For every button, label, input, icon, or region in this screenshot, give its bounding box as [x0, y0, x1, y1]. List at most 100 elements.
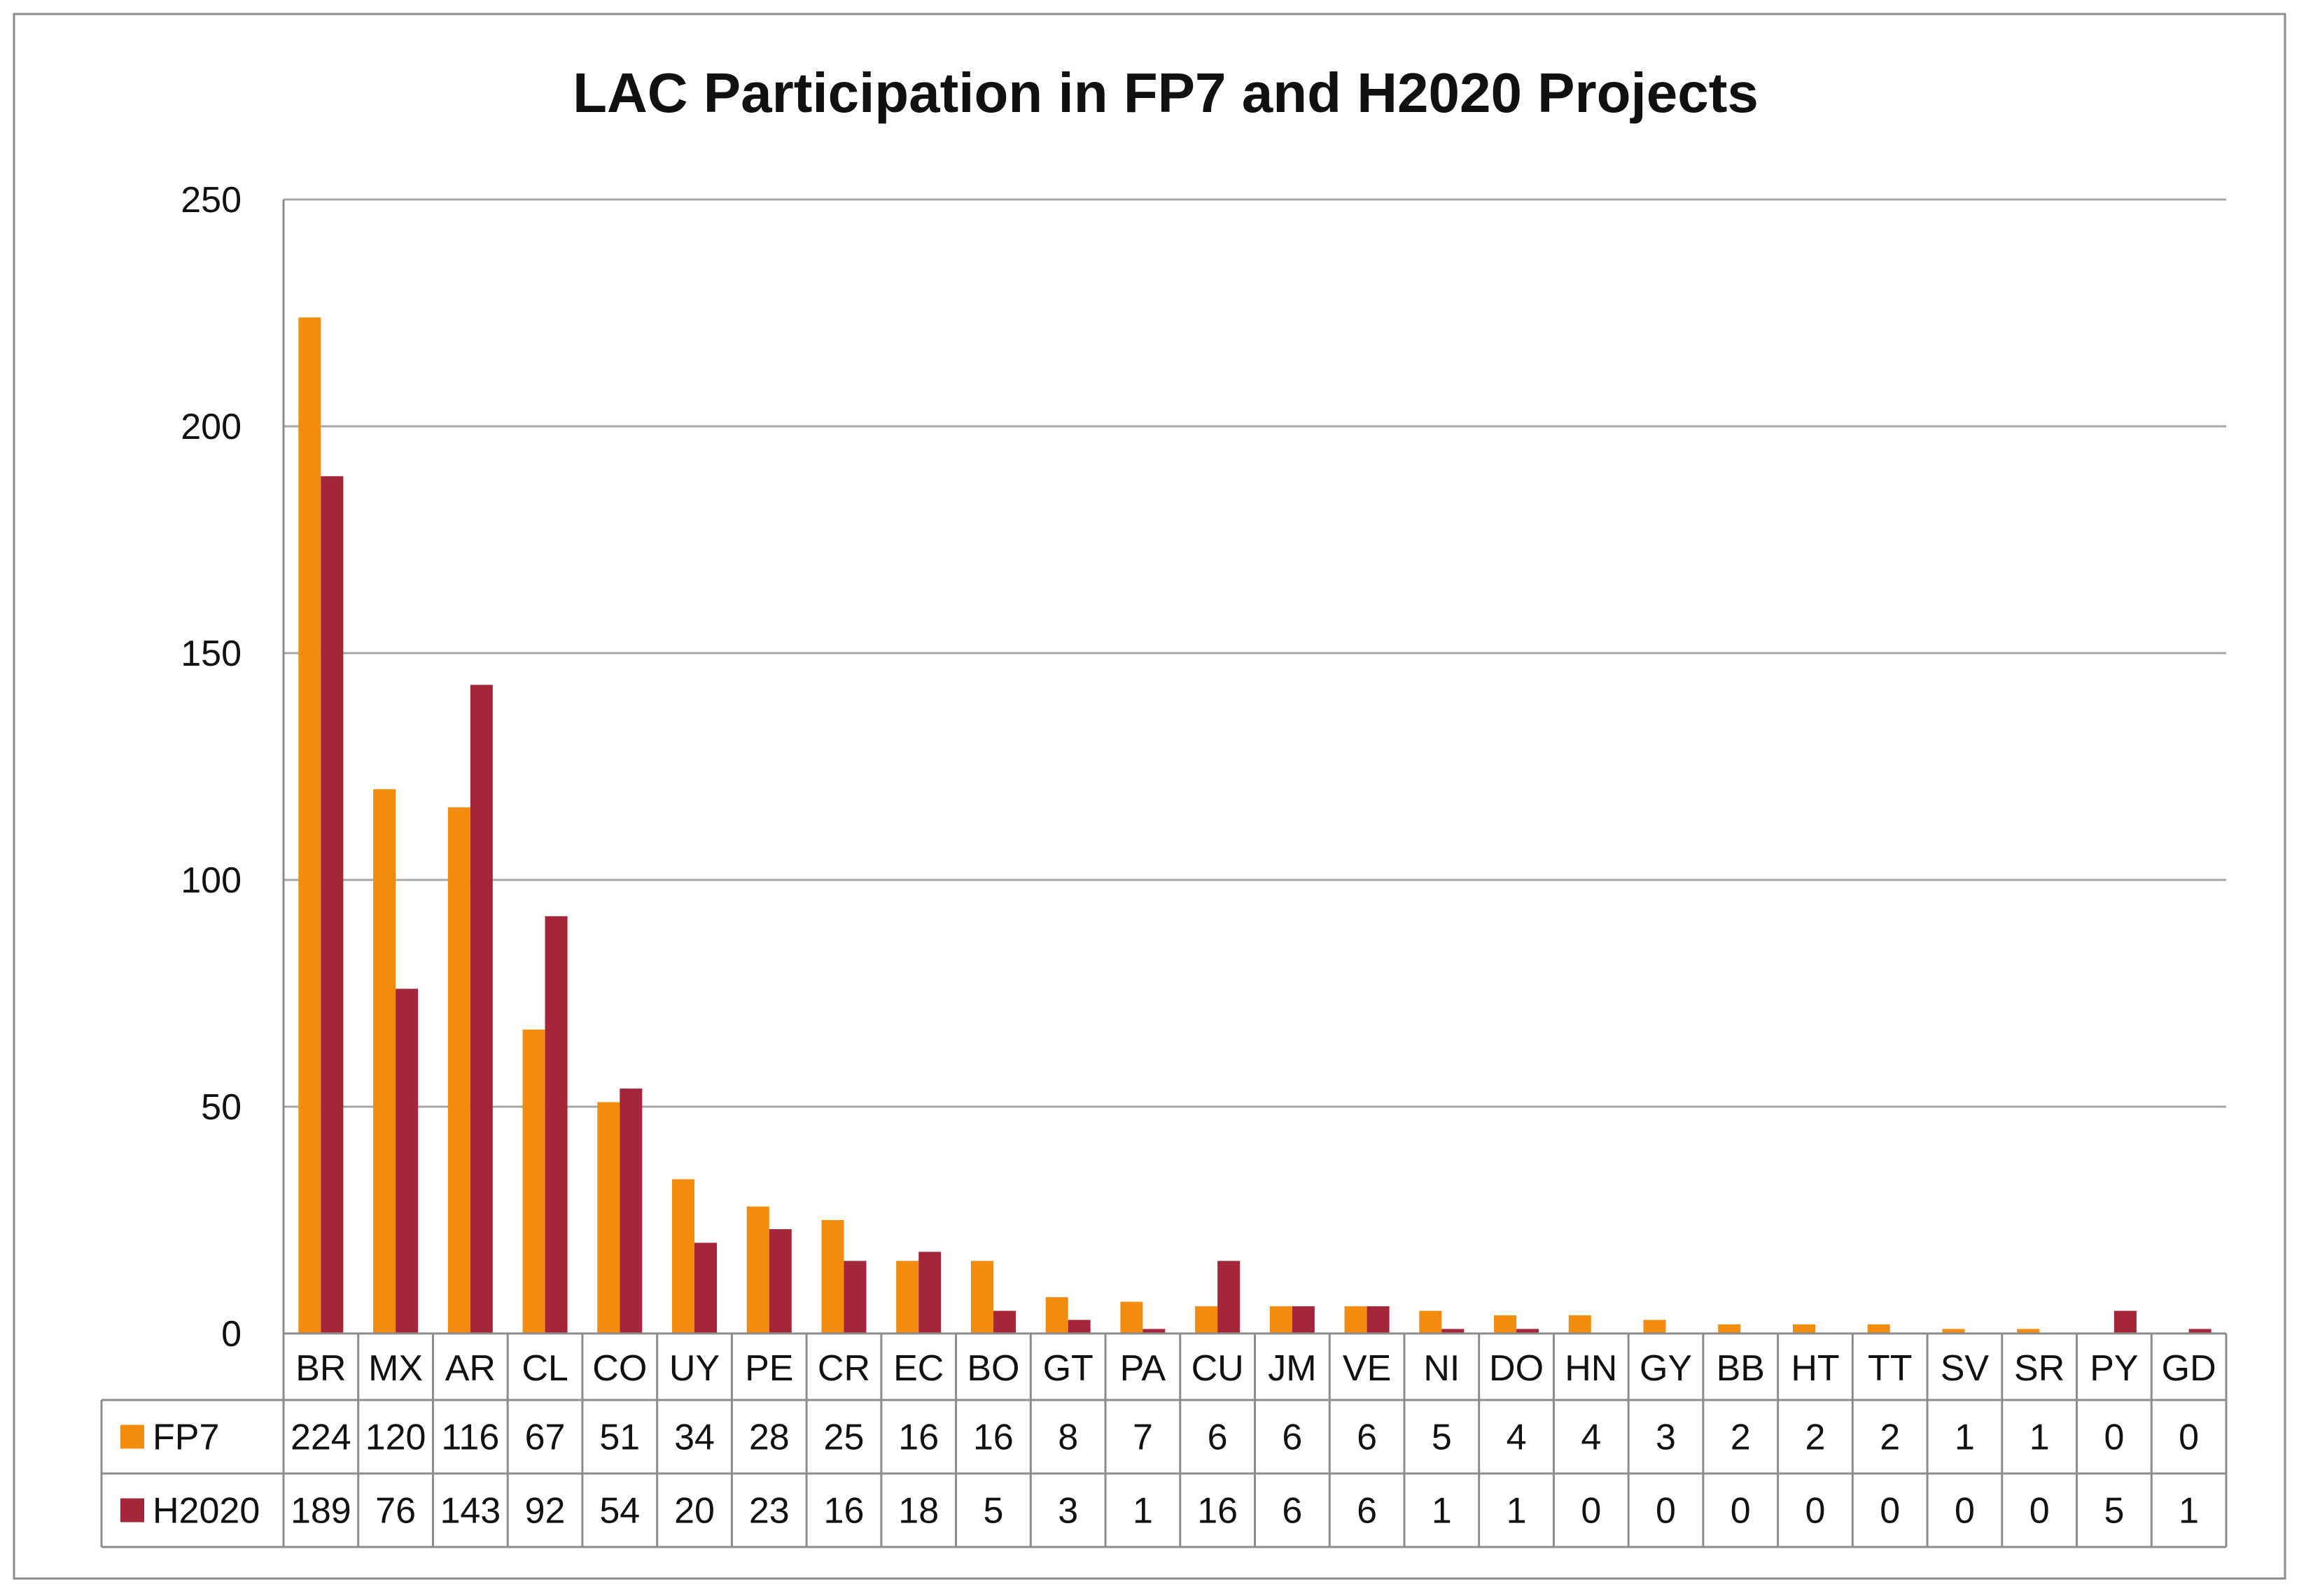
data-label: 3	[1656, 1418, 1676, 1458]
category-label: DO	[1489, 1348, 1544, 1389]
data-label: 2	[1880, 1418, 1900, 1458]
y-tick-label: 250	[181, 180, 242, 220]
category-label: VE	[1343, 1348, 1391, 1389]
category-label: AR	[445, 1348, 496, 1389]
category-label: BR	[295, 1348, 346, 1389]
data-label: 7	[1133, 1418, 1153, 1458]
bar-h2020-mx	[396, 988, 419, 1334]
data-label: 25	[824, 1418, 865, 1458]
data-label: 16	[898, 1418, 939, 1458]
category-label: GD	[2162, 1348, 2216, 1389]
data-label: 34	[674, 1418, 715, 1458]
data-label: 0	[2179, 1418, 2199, 1458]
bar-h2020-cl	[545, 916, 568, 1334]
y-tick-label: 150	[181, 634, 242, 674]
bar-fp7-pa	[1120, 1301, 1143, 1334]
bar-fp7-uy	[672, 1179, 695, 1334]
data-label: 1	[1955, 1418, 1975, 1458]
data-label: 2	[1805, 1418, 1826, 1458]
category-label: MX	[368, 1348, 423, 1389]
bar-h2020-ar	[470, 685, 493, 1334]
legend-label-h2020: H2020	[153, 1491, 260, 1532]
category-label: HN	[1565, 1348, 1617, 1389]
data-label: 3	[1058, 1491, 1078, 1532]
data-label: 6	[1208, 1418, 1228, 1458]
data-label: 0	[1805, 1491, 1826, 1532]
bars	[298, 317, 2211, 1334]
y-tick-label: 50	[201, 1087, 242, 1128]
category-label: SR	[2014, 1348, 2064, 1389]
category-label: GY	[1640, 1348, 1692, 1389]
y-tick-label: 200	[181, 407, 242, 447]
bar-fp7-bo	[970, 1261, 993, 1334]
bar-fp7-ar	[447, 807, 470, 1334]
category-label: NI	[1423, 1348, 1460, 1389]
data-label: 120	[365, 1418, 426, 1458]
data-label: 0	[2029, 1491, 2050, 1532]
data-label: 16	[824, 1491, 865, 1532]
data-label: 23	[749, 1491, 790, 1532]
bar-h2020-gd	[2188, 1329, 2211, 1334]
bar-h2020-do	[1516, 1329, 1539, 1334]
bar-h2020-ve	[1367, 1306, 1390, 1334]
bar-h2020-pe	[769, 1228, 792, 1334]
category-label: CL	[522, 1348, 568, 1389]
chart-title: LAC Participation in FP7 and H2020 Proje…	[573, 62, 1759, 124]
bar-fp7-br	[298, 317, 321, 1334]
data-label: 6	[1282, 1491, 1302, 1532]
data-table: BR MX AR CL CO UY PE CR EC BO GT PA CU JM VE NI DO HN GY BB…	[100, 1332, 2228, 1548]
data-label: 28	[749, 1418, 790, 1458]
category-label: PA	[1120, 1348, 1166, 1389]
bar-fp7-cu	[1195, 1306, 1218, 1334]
category-label: CU	[1192, 1348, 1244, 1389]
category-label: GT	[1043, 1348, 1093, 1389]
data-label: 189	[291, 1491, 351, 1532]
data-label: 1	[1507, 1491, 1527, 1532]
bar-fp7-bb	[1718, 1324, 1741, 1334]
bar-h2020-ni	[1441, 1329, 1465, 1334]
bar-fp7-do	[1494, 1315, 1517, 1334]
category-label: HT	[1791, 1348, 1839, 1389]
data-label: 5	[2104, 1491, 2124, 1532]
data-label: 4	[1581, 1418, 1601, 1458]
data-label: 5	[1432, 1418, 1452, 1458]
category-label: CO	[592, 1348, 647, 1389]
data-label: 16	[1197, 1491, 1238, 1532]
data-label: 1	[2179, 1491, 2199, 1532]
bar-fp7-gy	[1643, 1320, 1666, 1334]
data-label: 20	[674, 1491, 715, 1532]
data-label: 92	[525, 1491, 566, 1532]
category-label: JM	[1268, 1348, 1316, 1389]
data-label: 76	[375, 1491, 416, 1532]
category-label: PE	[745, 1348, 793, 1389]
data-label: 1	[1432, 1491, 1452, 1532]
data-label: 6	[1357, 1491, 1377, 1532]
bar-fp7-mx	[373, 789, 396, 1334]
bar-h2020-pa	[1142, 1329, 1166, 1334]
data-label: 0	[1955, 1491, 1975, 1532]
category-label: SV	[1941, 1348, 1990, 1389]
bar-fp7-ni	[1419, 1310, 1442, 1334]
legend-swatch-h2020	[120, 1498, 144, 1522]
bar-h2020-cu	[1217, 1261, 1241, 1334]
bar-fp7-pe	[746, 1206, 769, 1334]
category-label: UY	[669, 1348, 720, 1389]
data-label: 224	[291, 1418, 351, 1458]
data-label: 1	[1133, 1491, 1153, 1532]
bar-fp7-cl	[522, 1029, 545, 1334]
category-label: TT	[1868, 1348, 1913, 1389]
bar-fp7-ec	[896, 1261, 919, 1334]
bar-h2020-co	[620, 1088, 643, 1334]
bar-fp7-gt	[1045, 1297, 1068, 1334]
data-label: 0	[1880, 1491, 1900, 1532]
bar-h2020-jm	[1292, 1306, 1315, 1334]
bar-fp7-tt	[1867, 1324, 1890, 1334]
gridlines	[284, 198, 2226, 1108]
legend-swatch-fp7	[120, 1424, 144, 1449]
category-label: CR	[818, 1348, 870, 1389]
category-label: BO	[967, 1348, 1019, 1389]
data-label: 116	[441, 1418, 499, 1458]
data-label: 6	[1282, 1418, 1302, 1458]
